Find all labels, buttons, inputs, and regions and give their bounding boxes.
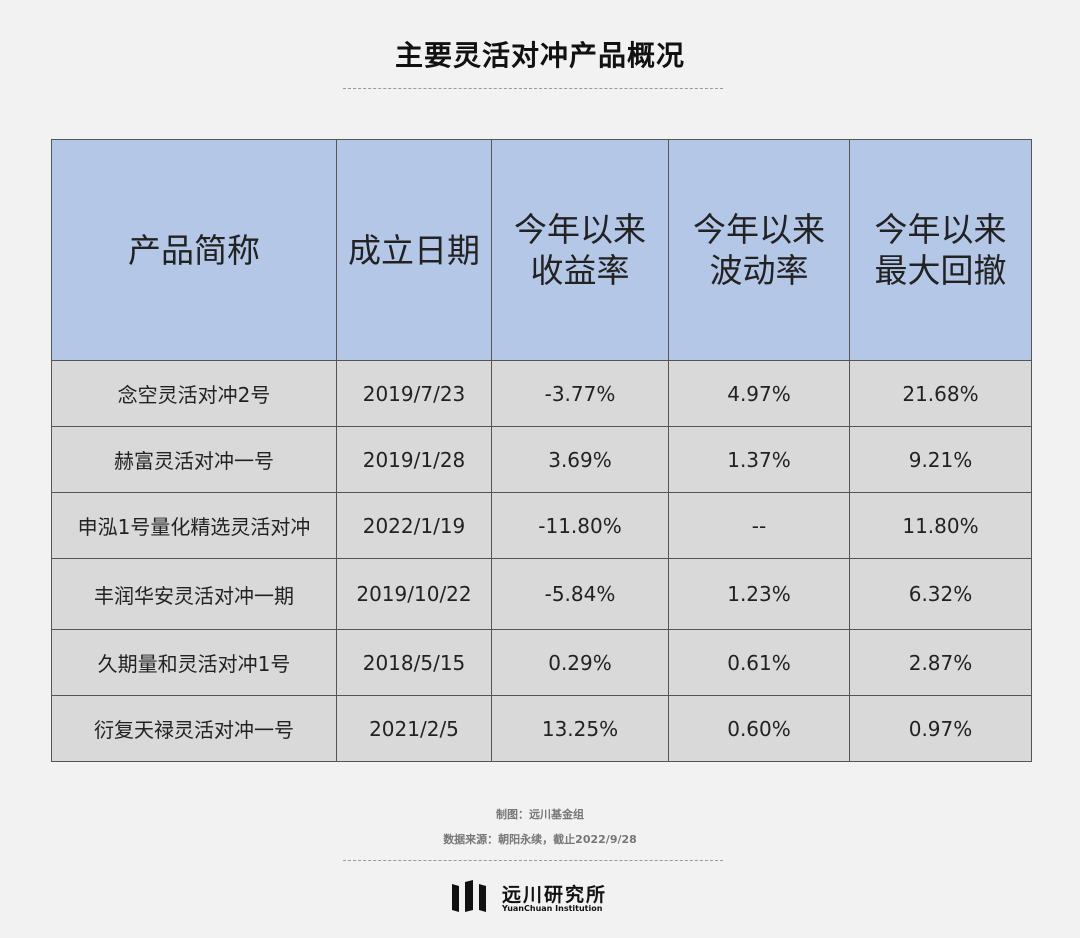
- cell-ytd-return: -11.80%: [491, 492, 669, 559]
- product-table: 产品简称 成立日期 今年以来 收益率 今年以来 波动率 今年以来 最大回撤 念空…: [51, 139, 1032, 762]
- logo-english-name: YuanChuan Institution: [502, 904, 603, 913]
- cell-max-drawdown: 9.21%: [849, 426, 1032, 493]
- cell-max-drawdown: 2.87%: [849, 629, 1032, 696]
- header-ytd-max-drawdown: 今年以来 最大回撤: [849, 139, 1032, 361]
- cell-ytd-return: -5.84%: [491, 558, 669, 630]
- brand-logo: 远川研究所 YuanChuan Institution: [450, 880, 630, 916]
- cell-inception-date: 2018/5/15: [336, 629, 492, 696]
- cell-product-name: 丰润华安灵活对冲一期: [51, 558, 337, 630]
- cell-inception-date: 2021/2/5: [336, 695, 492, 762]
- data-source-note: 数据来源：朝阳永续，截止2022/9/28: [443, 833, 637, 846]
- table-row: 赫富灵活对冲一号 2019/1/28 3.69% 1.37% 9.21%: [51, 426, 1032, 493]
- chart-maker-credit: 制图：远川基金组: [496, 808, 584, 821]
- page-title: 主要灵活对冲产品概况: [394, 39, 685, 72]
- cell-max-drawdown: 6.32%: [849, 558, 1032, 630]
- cell-ytd-volatility: 0.60%: [668, 695, 850, 762]
- header-ytd-return: 今年以来 收益率: [491, 139, 669, 361]
- cell-inception-date: 2019/1/28: [336, 426, 492, 493]
- header-ytd-volatility: 今年以来 波动率: [668, 139, 850, 361]
- cell-product-name: 念空灵活对冲2号: [51, 360, 337, 427]
- cell-product-name: 申泓1号量化精选灵活对冲: [51, 492, 337, 559]
- cell-max-drawdown: 0.97%: [849, 695, 1032, 762]
- logo-name: 远川研究所: [502, 884, 608, 906]
- bottom-divider: [343, 860, 723, 861]
- cell-product-name: 赫富灵活对冲一号: [51, 426, 337, 493]
- cell-max-drawdown: 11.80%: [849, 492, 1032, 559]
- cell-ytd-return: 3.69%: [491, 426, 669, 493]
- cell-max-drawdown: 21.68%: [849, 360, 1032, 427]
- cell-product-name: 久期量和灵活对冲1号: [51, 629, 337, 696]
- table-row: 丰润华安灵活对冲一期 2019/10/22 -5.84% 1.23% 6.32%: [51, 558, 1032, 630]
- logo-mark-icon: [452, 880, 486, 912]
- cell-ytd-return: 0.29%: [491, 629, 669, 696]
- cell-ytd-volatility: 1.23%: [668, 558, 850, 630]
- cell-ytd-volatility: 0.61%: [668, 629, 850, 696]
- table-row: 衍复天禄灵活对冲一号 2021/2/5 13.25% 0.60% 0.97%: [51, 695, 1032, 762]
- table-row: 久期量和灵活对冲1号 2018/5/15 0.29% 0.61% 2.87%: [51, 629, 1032, 696]
- cell-inception-date: 2019/10/22: [336, 558, 492, 630]
- cell-ytd-return: -3.77%: [491, 360, 669, 427]
- cell-ytd-volatility: --: [668, 492, 850, 559]
- top-divider: [343, 88, 723, 89]
- table-row: 申泓1号量化精选灵活对冲 2022/1/19 -11.80% -- 11.80%: [51, 492, 1032, 559]
- cell-ytd-volatility: 1.37%: [668, 426, 850, 493]
- header-product-name: 产品简称: [51, 139, 337, 361]
- header-inception-date: 成立日期: [336, 139, 492, 361]
- table-row: 念空灵活对冲2号 2019/7/23 -3.77% 4.97% 21.68%: [51, 360, 1032, 427]
- cell-ytd-return: 13.25%: [491, 695, 669, 762]
- cell-inception-date: 2022/1/19: [336, 492, 492, 559]
- table-header-row: 产品简称 成立日期 今年以来 收益率 今年以来 波动率 今年以来 最大回撤: [51, 139, 1032, 361]
- cell-inception-date: 2019/7/23: [336, 360, 492, 427]
- cell-product-name: 衍复天禄灵活对冲一号: [51, 695, 337, 762]
- cell-ytd-volatility: 4.97%: [668, 360, 850, 427]
